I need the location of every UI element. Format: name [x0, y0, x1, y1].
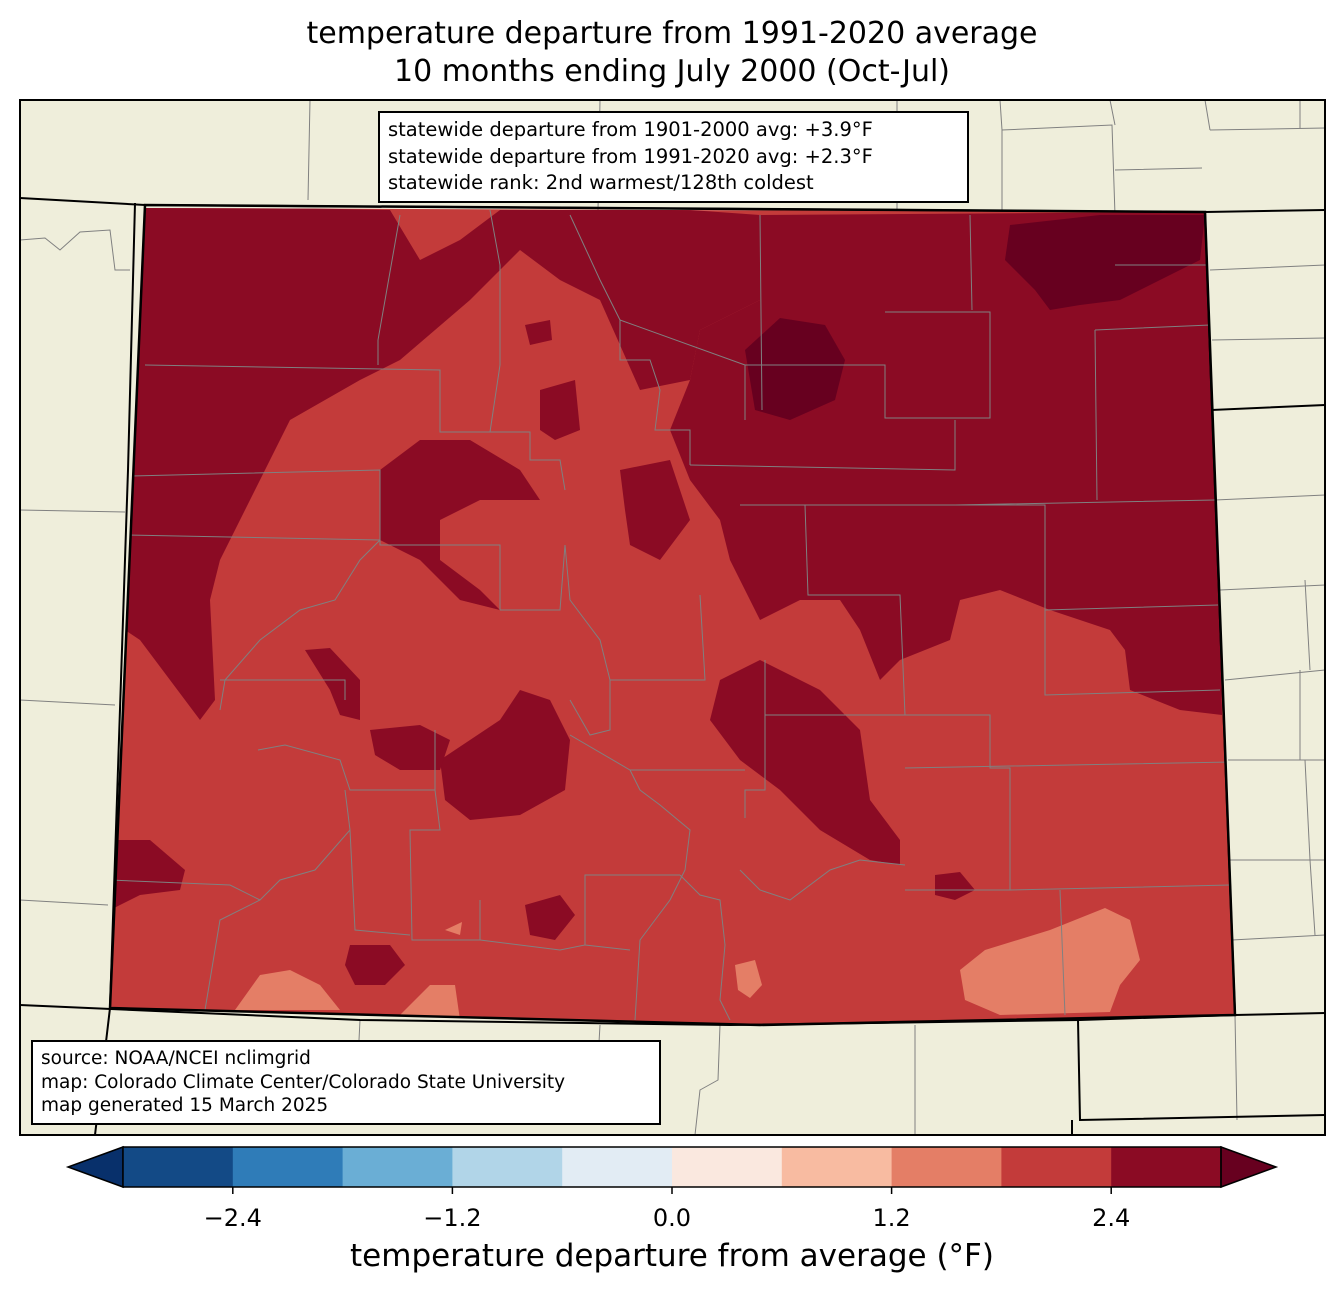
colorbar-bin	[672, 1147, 783, 1187]
field-region-san-luis	[440, 690, 570, 820]
colorbar-bin	[123, 1147, 234, 1187]
stats-rank: statewide rank: 2nd warmest/128th coldes…	[388, 171, 814, 194]
credits-map-author: map: Colorado Climate Center/Colorado St…	[41, 1071, 566, 1093]
field-region-pagosa	[445, 922, 462, 935]
colorbar-bin	[1001, 1147, 1112, 1187]
field-region-north-central	[380, 440, 540, 610]
field-region-trinidad	[735, 960, 762, 998]
colorbar-bin	[562, 1147, 673, 1187]
field-region-southeast-spot	[935, 872, 975, 900]
colorbar-extend-low	[65, 1145, 124, 1189]
credits-generated-date: map generated 15 March 2025	[41, 1095, 329, 1116]
colorbar-tick-label: 0.0	[652, 1204, 692, 1232]
field-region-south-spot	[525, 895, 575, 940]
map-title-line1: temperature departure from 1991-2020 ave…	[306, 16, 1038, 51]
colorbar	[65, 1145, 1279, 1194]
field-region-southwest-spot	[345, 945, 405, 985]
stats-departure-1991-2020: statewide departure from 1991-2020 avg: …	[388, 144, 873, 168]
field-region-northwest	[110, 208, 760, 720]
colorbar-tick-label: 1.2	[872, 1204, 911, 1232]
credits-source: source: NOAA/NCEI nclimgrid	[41, 1048, 311, 1069]
field-region-southwest-corner	[110, 840, 185, 910]
field-region-west-spot	[305, 648, 360, 720]
field-region-gunnison	[370, 725, 450, 770]
field-region-weld-hotspot	[745, 318, 845, 420]
field-region-central-spot-2	[525, 320, 552, 345]
colorado-departure-field	[110, 208, 1235, 1025]
colorbar-bin	[1111, 1147, 1222, 1187]
colorbar-tick-label: −1.2	[423, 1204, 482, 1232]
map-title-line2: 10 months ending July 2000 (Oct-Jul)	[393, 54, 951, 89]
statewide-stats-box: statewide departure from 1901-2000 avg: …	[378, 111, 969, 203]
field-region-central-spot-1	[540, 380, 580, 440]
colorbar-tick-label: 2.4	[1092, 1204, 1131, 1232]
stats-departure-1901-2000: statewide departure from 1901-2000 avg: …	[388, 118, 873, 141]
field-region-san-juan	[235, 970, 340, 1010]
field-region-arkansas-valley	[710, 660, 900, 865]
colorbar-bin	[342, 1147, 453, 1187]
field-region-south-central	[400, 985, 460, 1020]
colorbar-extend-high	[1220, 1145, 1279, 1189]
colorbar-bin	[452, 1147, 563, 1187]
field-region-northeast-hotspot	[1005, 215, 1205, 310]
field-region-southeast-plains	[960, 908, 1140, 1015]
map-frame	[19, 99, 1326, 1136]
colorbar-bin	[232, 1147, 344, 1187]
colorbar-tick-label: −2.4	[203, 1204, 262, 1232]
colorbar-label: temperature departure from average (°F)	[350, 1238, 994, 1274]
field-region-front-range	[620, 460, 690, 560]
colorbar-bin	[891, 1147, 1002, 1187]
colorbar-bin	[781, 1147, 893, 1187]
credits-box: source: NOAA/NCEI nclimgrid map: Colorad…	[31, 1040, 661, 1125]
